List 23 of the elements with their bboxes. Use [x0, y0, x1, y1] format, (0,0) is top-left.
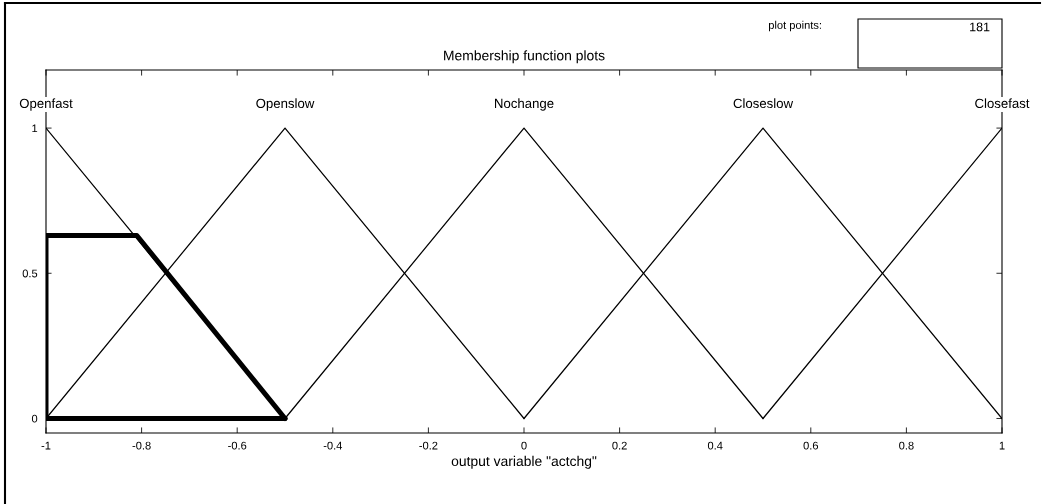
- series-label: Closefast: [975, 98, 1030, 109]
- x-tick-label: 0.2: [612, 441, 627, 450]
- x-tick-label: 0.6: [803, 441, 819, 450]
- x-tick-label: -0.4: [323, 441, 343, 450]
- series-label: Nochange: [495, 98, 554, 111]
- text: 181: [970, 22, 990, 32]
- y-tick-label: 1: [32, 124, 38, 133]
- x-tick-label: 0: [521, 441, 527, 450]
- y-tick-label: 0.5: [22, 269, 38, 278]
- x-tick-label: 0.8: [899, 441, 914, 450]
- series-label: Closeslow: [733, 98, 794, 109]
- x-tick-label: 1: [999, 441, 1005, 450]
- x-axis-title: output variable "actchg": [451, 455, 597, 469]
- x-tick-label: -0.6: [228, 441, 247, 450]
- series-label: Openfast: [19, 98, 73, 111]
- x-tick-label: -0.2: [419, 441, 438, 450]
- chart-title: Membership function plots: [444, 50, 605, 64]
- x-tick-label: 0.4: [707, 441, 723, 450]
- x-tick-label: -0.8: [132, 441, 151, 450]
- y-tick-label: 0: [31, 414, 38, 423]
- x-tick-label: -1: [41, 441, 51, 450]
- series-label: Openslow: [256, 98, 315, 111]
- text: plot points:: [768, 20, 821, 32]
